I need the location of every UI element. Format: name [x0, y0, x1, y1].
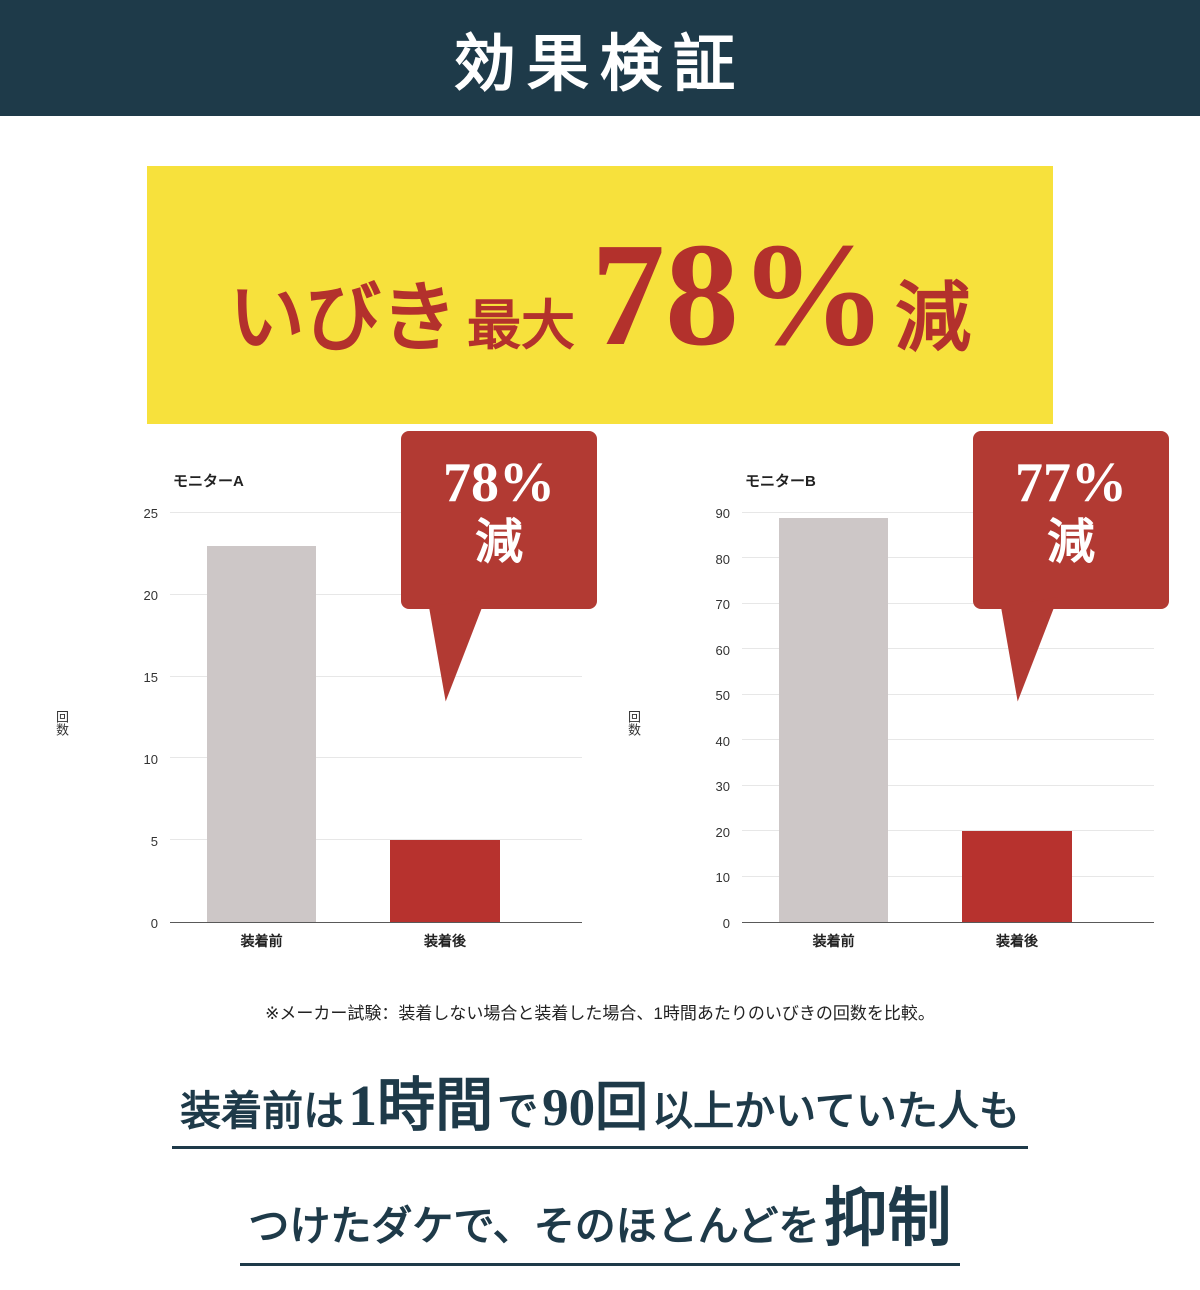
bar-before [207, 545, 317, 922]
callout-word: 減 [474, 515, 523, 569]
x-axis-label: 装着後 [995, 933, 1038, 949]
headline-text: いびき 最大 78% 減 [229, 221, 971, 369]
gridline [742, 557, 1154, 559]
bar-before [779, 517, 889, 922]
x-axis-label: 装着前 [240, 933, 283, 949]
y-tick-label: 90 [715, 506, 730, 521]
y-tick-label: 30 [715, 779, 730, 795]
y-tick-label: 15 [143, 670, 158, 685]
y-tick-label: 20 [715, 824, 730, 840]
y-tick-label: 50 [715, 688, 730, 704]
bar-after [390, 840, 500, 922]
closing-text: つけたダケで、そのほとんどを [248, 1203, 820, 1249]
callout-tail [1001, 596, 1075, 702]
headline-banner: いびき 最大 78% 減 [147, 166, 1053, 424]
headline-word-reduction: 減 [895, 277, 971, 361]
closing-statement: 装着前は 1時間 で 90回 以上かいていた人も つけたダケで、そのほとんどを … [0, 1058, 1200, 1290]
callout-tail [429, 596, 503, 702]
closing-line-2-wrap: つけたダケで、そのほとんどを 抑制 [0, 1167, 1200, 1266]
x-axis-label: 装着前 [812, 933, 855, 949]
gridline [170, 593, 582, 595]
gridline [742, 602, 1154, 604]
chart-body: 回数 0 5 10 15 20 25 78% 減 装着前 装着後 [28, 431, 600, 983]
y-tick-label: 70 [715, 597, 730, 613]
y-tick-label: 0 [722, 916, 730, 931]
chart-title: モニターB [745, 473, 816, 490]
closing-line-2: つけたダケで、そのほとんどを 抑制 [240, 1167, 960, 1266]
closing-text-emphasis-count: 90回 [542, 1079, 649, 1137]
closing-text: 装着前は [180, 1088, 345, 1134]
methodology-note: ※メーカー試験：装着しない場合と装着した場合、1時間あたりのいびきの回数を比較。 [265, 1004, 935, 1023]
gridline [170, 839, 582, 841]
bar-after [962, 831, 1072, 922]
y-tick-label: 25 [143, 506, 158, 521]
y-tick-label: 10 [143, 752, 158, 767]
gridline [742, 784, 1154, 786]
y-tick-label: 10 [715, 870, 730, 886]
gridline [742, 693, 1154, 695]
headline-percent: 78% [591, 213, 887, 377]
gridline [742, 739, 1154, 741]
page-title: 効果検証 [453, 31, 747, 99]
closing-text-emphasis-suppress: 抑制 [823, 1183, 952, 1254]
y-tick-label: 0 [150, 916, 158, 931]
chart-title: モニターA [173, 473, 244, 490]
y-axis-ticks: 0 5 10 15 20 25 [28, 506, 158, 931]
gridline [742, 648, 1154, 650]
gridline [170, 675, 582, 677]
callout-word: 減 [1046, 515, 1095, 569]
gridline [742, 830, 1154, 832]
y-axis-ticks: 0 10 20 30 40 50 60 70 80 90 [600, 506, 730, 931]
closing-text: で [497, 1088, 539, 1134]
y-axis-title: 回数 [626, 710, 641, 737]
closing-line-1-wrap: 装着前は 1時間 で 90回 以上かいていた人も [0, 1058, 1200, 1149]
y-tick-label: 80 [715, 551, 730, 567]
y-tick-label: 20 [143, 588, 158, 603]
x-axis-label: 装着後 [423, 933, 466, 949]
headline-word-snore: いびき [229, 277, 457, 361]
chart-body: 回数 0 10 20 30 40 50 60 70 80 90 77% 減 装着前 装着後 [600, 431, 1172, 983]
y-tick-label: 5 [150, 834, 158, 849]
y-tick-label: 60 [715, 642, 730, 658]
closing-text: 以上かいていた人も [652, 1088, 1020, 1134]
page-header: 効果検証 [0, 0, 1200, 116]
gridline [742, 875, 1154, 877]
headline-word-max: 最大 [467, 296, 575, 356]
gridline [170, 757, 582, 759]
charts-section: モニターA 回数 0 5 10 15 20 25 78% 減 装着前 装着後 モニターB 回… [0, 431, 1200, 983]
reduction-callout: 77% 減 [973, 431, 1169, 702]
callout-percent: 78% [443, 452, 555, 514]
closing-text-emphasis-hour: 1時間 [348, 1073, 494, 1138]
chart-monitor-a: モニターA 回数 0 5 10 15 20 25 78% 減 装着前 装着後 [28, 431, 600, 983]
y-tick-label: 40 [715, 733, 730, 749]
chart-monitor-b: モニターB 回数 0 10 20 30 40 50 60 70 80 90 77% 減 装着前 装着… [600, 431, 1172, 983]
plot-area: 77% 減 装着前 装着後 [742, 431, 1169, 949]
plot-area: 78% 減 装着前 装着後 [170, 431, 597, 949]
y-axis-title: 回数 [54, 710, 69, 737]
gridline [742, 512, 1154, 513]
callout-percent: 77% [1015, 452, 1127, 514]
reduction-callout: 78% 減 [401, 431, 597, 702]
closing-line-1: 装着前は 1時間 で 90回 以上かいていた人も [172, 1058, 1028, 1149]
gridline [170, 512, 582, 513]
